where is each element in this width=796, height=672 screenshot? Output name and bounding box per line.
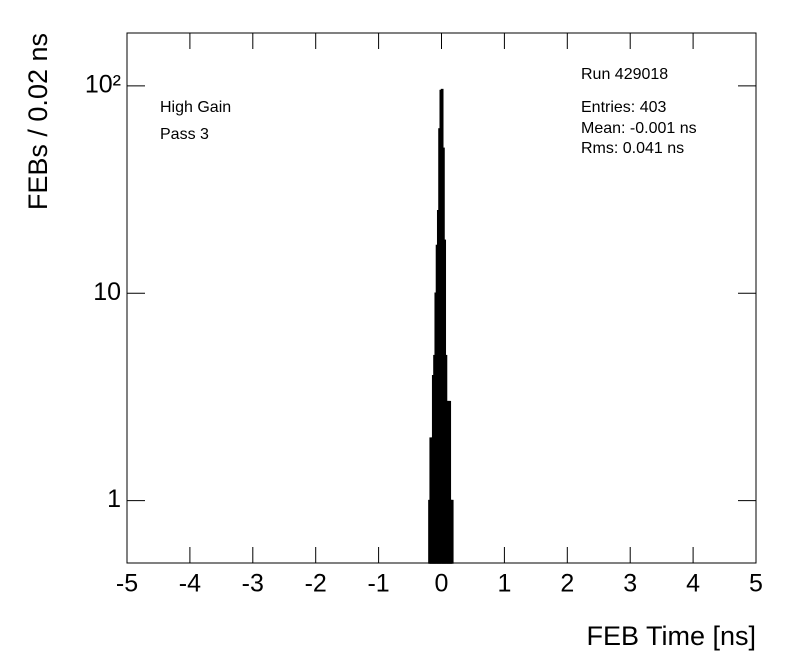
x-tick-label: -2 bbox=[305, 570, 327, 598]
annotation: Pass 3 bbox=[160, 126, 209, 143]
x-tick-label: 3 bbox=[623, 570, 637, 598]
histogram-bar bbox=[450, 499, 454, 564]
x-axis-label: FEB Time [ns] bbox=[586, 621, 756, 651]
x-tick-label: 1 bbox=[497, 570, 511, 598]
y-tick-label: 1 bbox=[107, 485, 121, 513]
x-tick-label: 2 bbox=[560, 570, 574, 598]
x-tick-label: 5 bbox=[749, 570, 763, 598]
x-tick-label: -3 bbox=[242, 570, 264, 598]
y-tick-label: 10² bbox=[85, 71, 121, 99]
x-tick-label: 0 bbox=[435, 570, 449, 598]
x-tick-label: 4 bbox=[686, 570, 700, 598]
y-axis-label: FEBs / 0.02 ns bbox=[23, 33, 53, 210]
stats-text: Run 429018 bbox=[581, 66, 668, 83]
x-tick-label: -1 bbox=[367, 570, 389, 598]
stats-text: Entries: 403 bbox=[581, 99, 666, 116]
stats-text: Rms: 0.041 ns bbox=[581, 140, 684, 157]
x-tick-label: -4 bbox=[179, 570, 201, 598]
x-tick-label: -5 bbox=[116, 570, 138, 598]
annotation: High Gain bbox=[160, 99, 231, 116]
y-tick-label: 10 bbox=[93, 278, 121, 306]
stats-text: Mean: -0.001 ns bbox=[581, 120, 697, 137]
